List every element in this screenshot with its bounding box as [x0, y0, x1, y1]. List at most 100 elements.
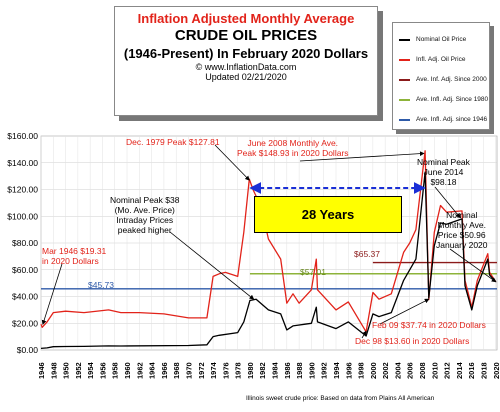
- annotation-dec-1998: Dec 98 $13.60 in 2020 Dollars: [355, 336, 470, 346]
- annotation-line: Mar 1946 $19.31: [42, 246, 107, 256]
- annotation-line: Nominal Peak: [417, 157, 470, 167]
- legend-item-avg-1980: Ave. Infl. Adj. Since 1980: [399, 96, 488, 103]
- annotation-line: (Mo. Ave. Price): [114, 205, 175, 215]
- series-line: [40, 171, 497, 350]
- chart-legend: Nominal Oil Price Infl. Adj. Oil Price A…: [392, 22, 490, 130]
- footer-source-text: Illinois sweet crude price: Based on dat…: [246, 395, 435, 402]
- x-tick-label: 1970: [184, 362, 193, 379]
- x-tick-label: 2016: [467, 362, 476, 379]
- x-tick-label: 2008: [418, 362, 427, 379]
- chart-title-box: Inflation Adjusted Monthly Average CRUDE…: [114, 6, 378, 116]
- annotation-feb-2009: Feb 09 $37.74 in 2020 Dollars: [372, 320, 486, 330]
- x-tick-label: 1950: [62, 362, 71, 379]
- legend-label: Ave. Inf. Adj. Since 2000: [416, 76, 487, 83]
- annotation-arrow: [434, 186, 461, 219]
- y-tick-label: $140.00: [7, 158, 38, 168]
- x-tick-label: 1960: [123, 362, 132, 379]
- legend-swatch: [399, 38, 410, 41]
- y-tick-label: $0.00: [17, 345, 39, 355]
- annotation-line: January 2020: [436, 240, 488, 250]
- annotation-line: $98.18: [430, 177, 457, 187]
- avg-1980-label: $57.01: [300, 267, 326, 277]
- x-tick-label: 2006: [406, 362, 415, 379]
- x-tick-label: 1972: [197, 362, 206, 379]
- x-tick-label: 1958: [111, 362, 120, 379]
- y-tick-label: $120.00: [7, 185, 38, 195]
- annotation-nominal-monthly-ave: Nominal Monthly Ave. Price $50.96 Januar…: [436, 210, 488, 250]
- series-line: [40, 150, 497, 333]
- x-tick-label: 1976: [221, 362, 230, 379]
- annotation-arrows: [41, 144, 497, 339]
- annotation-line: Price $50.96: [437, 230, 486, 240]
- x-tick-label: 1956: [98, 362, 107, 379]
- y-tick-label: $100.00: [7, 211, 38, 221]
- annotation-line: Nominal Peak $38: [110, 195, 180, 205]
- x-tick-label: 1974: [209, 361, 218, 379]
- legend-swatch: [399, 98, 410, 101]
- x-tick-label: 2014: [455, 361, 464, 379]
- legend-label: Nominal Oil Price: [416, 36, 467, 43]
- annotation-arrow: [361, 330, 367, 339]
- annotation-line: in 2020 Dollars: [42, 256, 99, 266]
- x-tick-label: 2012: [443, 362, 452, 379]
- legend-label: Ave. Infl. Adj. Since 1980: [416, 96, 489, 103]
- y-tick-label: $160.00: [7, 131, 38, 141]
- x-tick-label: 1982: [258, 362, 267, 379]
- legend-swatch: [399, 78, 410, 81]
- x-tick-label: 1952: [74, 362, 83, 379]
- x-tick-label: 1968: [172, 362, 181, 379]
- avg-2000-label: $65.37: [354, 249, 380, 259]
- x-tick-label: 1966: [160, 362, 169, 379]
- annotation-line: Intraday Prices: [116, 215, 174, 225]
- title-line-1: Inflation Adjusted Monthly Average: [137, 11, 355, 26]
- legend-item-infl-adj: Infl. Adj. Oil Price: [399, 56, 466, 63]
- y-axis: $0.00 $20.00 $40.00 $60.00 $80.00 $100.00 $120…: [7, 131, 38, 355]
- x-tick-label: 1986: [283, 362, 292, 379]
- annotation-arrow: [169, 231, 255, 300]
- gridlines: [40, 135, 498, 351]
- y-tick-label: $60.00: [12, 265, 38, 275]
- x-tick-label: 1992: [320, 362, 329, 379]
- annotation-arrow: [449, 248, 497, 283]
- average-reference-lines: [41, 261, 497, 290]
- x-tick-label: 2002: [381, 362, 390, 379]
- x-tick-label: 2004: [393, 361, 402, 379]
- x-tick-label: 2010: [430, 362, 439, 379]
- x-tick-label: 1994: [332, 361, 341, 379]
- legend-item-nominal: Nominal Oil Price: [399, 36, 466, 43]
- legend-item-avg-1946: Ave. Infl. Adj. since 1946: [399, 116, 487, 123]
- annotation-line: Nominal: [446, 210, 478, 220]
- y-tick-label: $20.00: [12, 318, 38, 328]
- annotation-june-2008: June 2008 Monthly Ave. Peak $148.93 in 2…: [237, 138, 349, 158]
- y-tick-label: $80.00: [12, 238, 38, 248]
- annotation-arrow: [214, 144, 250, 181]
- annotation-nominal-peak-2014: Nominal Peak June 2014 $98.18: [417, 157, 470, 187]
- x-tick-label: 2018: [479, 362, 488, 379]
- annotation-dec-1979: Dec. 1979 Peak $127.81: [126, 137, 220, 147]
- copyright-text: © www.InflationData.com: [195, 62, 297, 72]
- annotation-line: peaked higher: [117, 225, 172, 235]
- x-tick-label: 1946: [37, 362, 46, 379]
- legend-label: Infl. Adj. Oil Price: [416, 56, 466, 63]
- x-tick-label: 1964: [148, 361, 157, 379]
- x-tick-label: 1948: [49, 362, 58, 379]
- x-tick-label: 1954: [86, 361, 95, 379]
- annotation-mar-1946: Mar 1946 $19.31 in 2020 Dollars: [42, 246, 106, 266]
- annotation-line: June 2014: [423, 167, 464, 177]
- annotation-nominal-peak-38: Nominal Peak $38 (Mo. Ave. Price) Intrad…: [110, 195, 179, 235]
- legend-item-avg-2000: Ave. Inf. Adj. Since 2000: [399, 76, 487, 83]
- x-tick-label: 1984: [271, 361, 280, 379]
- price-series: [40, 150, 497, 350]
- x-axis: 1946 1948 1950 1952 1954 1956 1958 1960 1962 1964…: [37, 361, 500, 379]
- annotation-arrow: [379, 298, 430, 325]
- legend-swatch: [399, 118, 410, 121]
- y-tick-label: $40.00: [12, 292, 38, 302]
- annotation-arrow: [41, 263, 63, 325]
- legend-swatch: [399, 58, 410, 61]
- title-line-3: (1946-Present) In February 2020 Dollars: [123, 46, 369, 61]
- x-tick-label: 1996: [344, 362, 353, 379]
- avg-1946-label: $45.73: [88, 280, 114, 290]
- annotation-line: Monthly Ave.: [437, 220, 487, 230]
- x-tick-label: 1962: [135, 362, 144, 379]
- updated-date: Updated 02/21/2020: [205, 72, 287, 82]
